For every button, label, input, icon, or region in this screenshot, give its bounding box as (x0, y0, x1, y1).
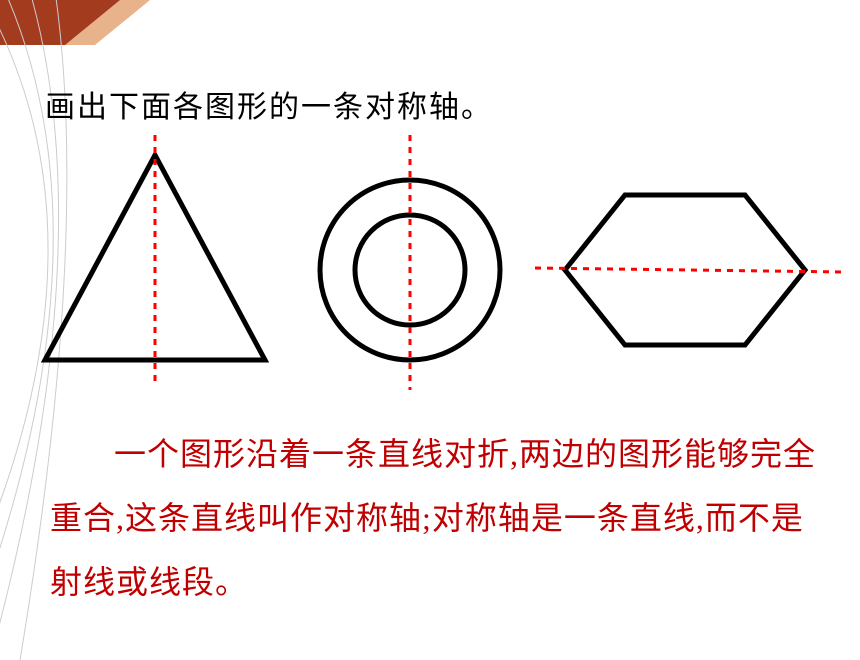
hexagon-shape (535, 195, 845, 345)
annulus-shape (320, 135, 500, 390)
slide-corner-accent (0, 0, 150, 45)
hexagon-axis (535, 268, 845, 272)
explanation-content: 一个图形沿着一条直线对折,两边的图形能够完全重合,这条直线叫作对称轴;对称轴是一… (50, 436, 816, 600)
shapes-diagram (15, 135, 845, 395)
instruction-title: 画出下面各图形的一条对称轴。 (45, 82, 493, 126)
triangle-shape (45, 135, 265, 385)
explanation-text: 一个图形沿着一条直线对折,两边的图形能够完全重合,这条直线叫作对称轴;对称轴是一… (50, 422, 820, 614)
